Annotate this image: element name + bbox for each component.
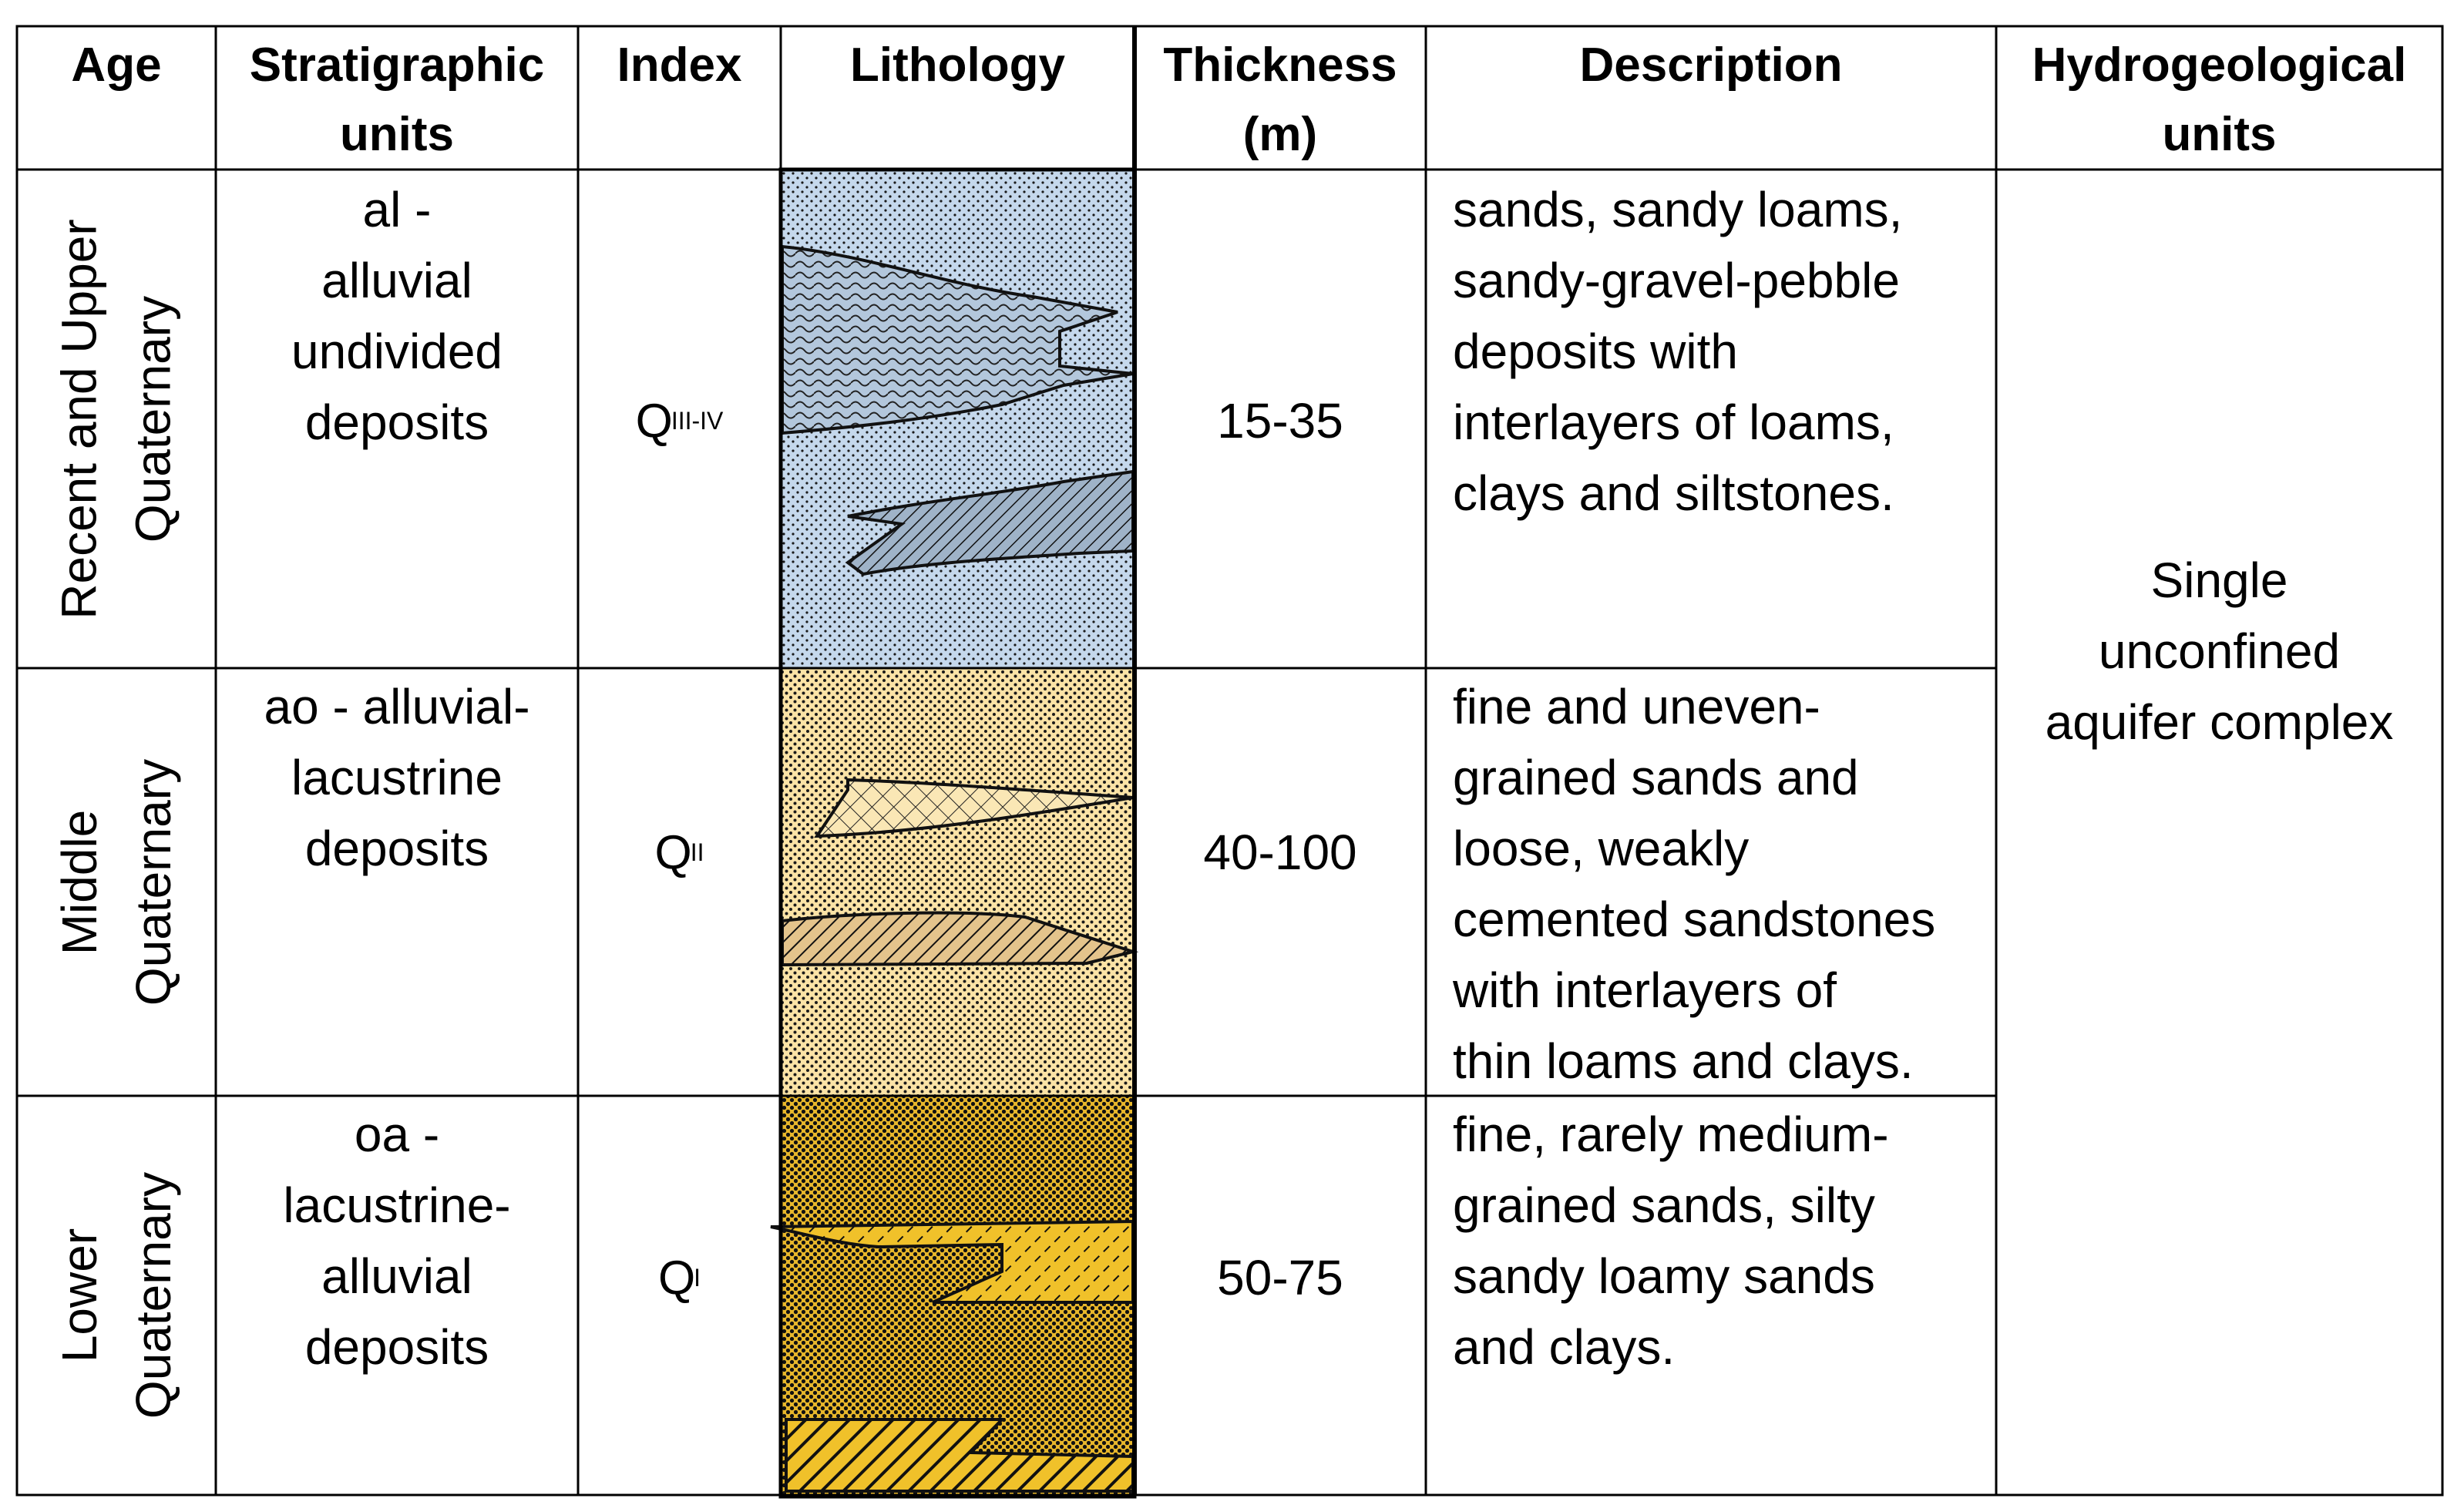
row-2-age-line-1: Middle	[52, 809, 107, 955]
row-2-description: fine and uneven- grained sands and loose…	[1453, 671, 1992, 1097]
header-stratigraphic-units: Stratigraphic units	[216, 31, 578, 170]
header-strat-line-1: Stratigraphic	[249, 39, 545, 92]
row-3-thickness-value: 50-75	[1217, 1250, 1343, 1305]
row-3-index-base: Q	[657, 1251, 696, 1305]
row-2-desc-line-1: fine and uneven-	[1453, 679, 1820, 734]
row-3-strat-line-4: deposits	[304, 1319, 489, 1375]
lithology-column	[770, 167, 1139, 1499]
row-3-description: fine, rarely medium- grained sands, silt…	[1453, 1099, 1992, 1382]
row-3-age: Lower Quaternary	[17, 1096, 216, 1495]
row-1-stratigraphic-unit: al - alluvial undivided deposits	[216, 174, 578, 458]
row-2-age-line-2: Quaternary	[126, 758, 181, 1006]
row-3-stratigraphic-unit: oa - lacustrine- alluvial deposits	[216, 1099, 578, 1382]
row-2-thickness: 40-100	[1135, 817, 1426, 888]
layer-upper-quaternary	[781, 171, 1135, 668]
row-3-desc-line-2: grained sands, silty	[1453, 1177, 1875, 1233]
row-3-strat-line-3: alluvial	[321, 1248, 472, 1304]
row-1-strat-line-1: al -	[362, 182, 432, 237]
row-1-desc-line-2: sandy-gravel-pebble	[1453, 253, 1900, 308]
row-1-desc-line-4: interlayers of loams,	[1453, 395, 1894, 450]
row-1-thickness: 15-35	[1135, 385, 1426, 456]
header-thickness-line-2: (m)	[1242, 108, 1318, 161]
row-2-index-sub: II	[690, 838, 704, 866]
table-grid	[15, 25, 2444, 1497]
row-1-desc-line-1: sands, sandy loams,	[1453, 182, 1903, 237]
header-lithology: Lithology	[781, 31, 1135, 170]
header-index-text: Index	[617, 39, 742, 92]
row-1-strat-line-3: undivided	[291, 324, 503, 379]
row-3-index-sub: I	[694, 1263, 701, 1292]
row-1-index: Q III-IV	[578, 385, 781, 456]
row-3-age-line-2: Quaternary	[126, 1171, 181, 1419]
hydro-unit-line-2: unconfined	[2098, 623, 2341, 679]
row-1-description: sands, sandy loams, sandy-gravel-pebble …	[1453, 174, 1992, 529]
row-2-thickness-value: 40-100	[1203, 825, 1357, 880]
header-index: Index	[578, 31, 781, 170]
row-1-desc-line-5: clays and siltstones.	[1453, 465, 1894, 521]
row-2-index-base: Q	[654, 825, 692, 879]
row-3-age-line-1: Lower	[52, 1228, 107, 1363]
header-hydrogeological-units: Hydrogeological units	[1996, 31, 2442, 170]
layer-middle-quaternary	[781, 668, 1139, 1096]
header-description: Description	[1426, 31, 1996, 170]
row-2-desc-line-5: with interlayers of	[1453, 962, 1837, 1018]
row-3-desc-line-4: and clays.	[1453, 1319, 1676, 1375]
row-2-desc-line-6: thin loams and clays.	[1453, 1033, 1914, 1089]
header-description-text: Description	[1579, 39, 1843, 92]
hydrogeological-unit: Single unconfined aquifer complex	[1996, 170, 2442, 1133]
header-age: Age	[17, 31, 216, 170]
header-strat-line-2: units	[339, 108, 455, 161]
row-3-desc-line-3: sandy loamy sands	[1453, 1248, 1875, 1304]
row-1-strat-line-2: alluvial	[321, 253, 472, 308]
row-1-index-sub: III-IV	[671, 406, 724, 435]
row-3-strat-line-2: lacustrine-	[283, 1177, 511, 1233]
row-1-thickness-value: 15-35	[1217, 393, 1343, 448]
header-thickness-line-1: Thickness	[1163, 39, 1397, 92]
header-hydro-line-2: units	[2162, 108, 2277, 161]
row-1-age-line-1: Recent and Upper	[52, 218, 107, 620]
row-2-strat-line-2: lacustrine	[291, 750, 503, 805]
row-3-thickness: 50-75	[1135, 1242, 1426, 1313]
row-1-strat-line-4: deposits	[304, 395, 489, 450]
hydro-unit-line-3: aquifer complex	[2045, 694, 2394, 750]
row-1-age-line-2: Quaternary	[126, 295, 181, 543]
row-2-strat-line-3: deposits	[304, 821, 489, 876]
header-age-text: Age	[71, 39, 162, 92]
layer-lower-quaternary	[770, 1096, 1135, 1495]
row-3-strat-line-1: oa -	[354, 1107, 440, 1162]
row-2-stratigraphic-unit: ao - alluvial- lacustrine deposits	[216, 671, 578, 884]
row-1-index-base: Q	[635, 394, 673, 448]
row-2-index: Q II	[578, 817, 781, 888]
header-thickness: Thickness (m)	[1135, 31, 1426, 170]
header-lithology-text: Lithology	[850, 39, 1065, 92]
hydro-unit-line-1: Single	[2150, 553, 2288, 608]
row-2-desc-line-2: grained sands and	[1453, 750, 1859, 805]
header-hydro-line-1: Hydrogeological	[2032, 39, 2407, 92]
row-2-strat-line-1: ao - alluvial-	[264, 679, 530, 734]
row-2-desc-line-3: loose, weakly	[1453, 821, 1750, 876]
row-1-desc-line-3: deposits with	[1453, 324, 1738, 379]
row-2-age: Middle Quaternary	[17, 668, 216, 1096]
row-3-desc-line-1: fine, rarely medium-	[1453, 1107, 1889, 1162]
row-2-desc-line-4: cemented sandstones	[1453, 892, 1936, 947]
row-1-age: Recent and Upper Quaternary	[17, 170, 216, 668]
